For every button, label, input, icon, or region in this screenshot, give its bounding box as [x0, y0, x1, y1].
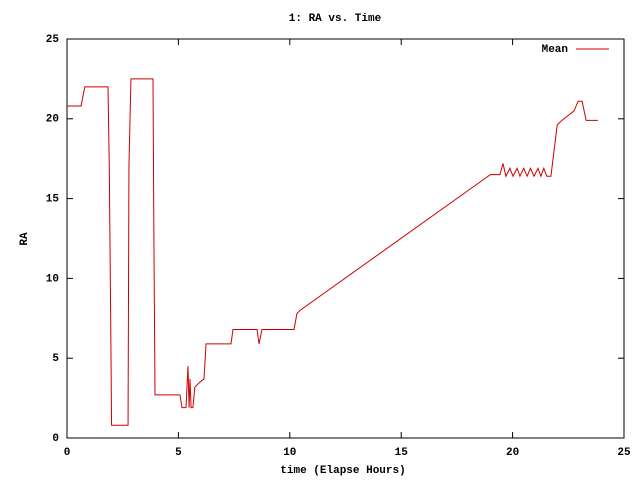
- y-tick-label: 25: [46, 34, 60, 46]
- chart-title: 1: RA vs. Time: [289, 13, 382, 25]
- x-tick-label: 10: [283, 447, 296, 459]
- data-line: [67, 78, 598, 426]
- y-tick-label: 5: [52, 353, 59, 365]
- x-axis-label: time (Elapse Hours): [280, 465, 405, 477]
- y-tick-label: 0: [52, 433, 59, 445]
- x-tick-label: 15: [395, 447, 409, 459]
- x-tick-label: 25: [617, 447, 631, 459]
- y-axis-label: RA: [19, 232, 31, 246]
- x-tick-label: 0: [64, 447, 71, 459]
- x-tick-label: 5: [175, 447, 182, 459]
- plot-frame: [66, 38, 625, 439]
- y-tick-label: 20: [46, 114, 59, 126]
- x-tick-label: 20: [506, 447, 519, 459]
- y-tick-label: 15: [46, 194, 60, 206]
- y-tick-label: 10: [46, 273, 59, 285]
- legend-label: Mean: [542, 44, 568, 56]
